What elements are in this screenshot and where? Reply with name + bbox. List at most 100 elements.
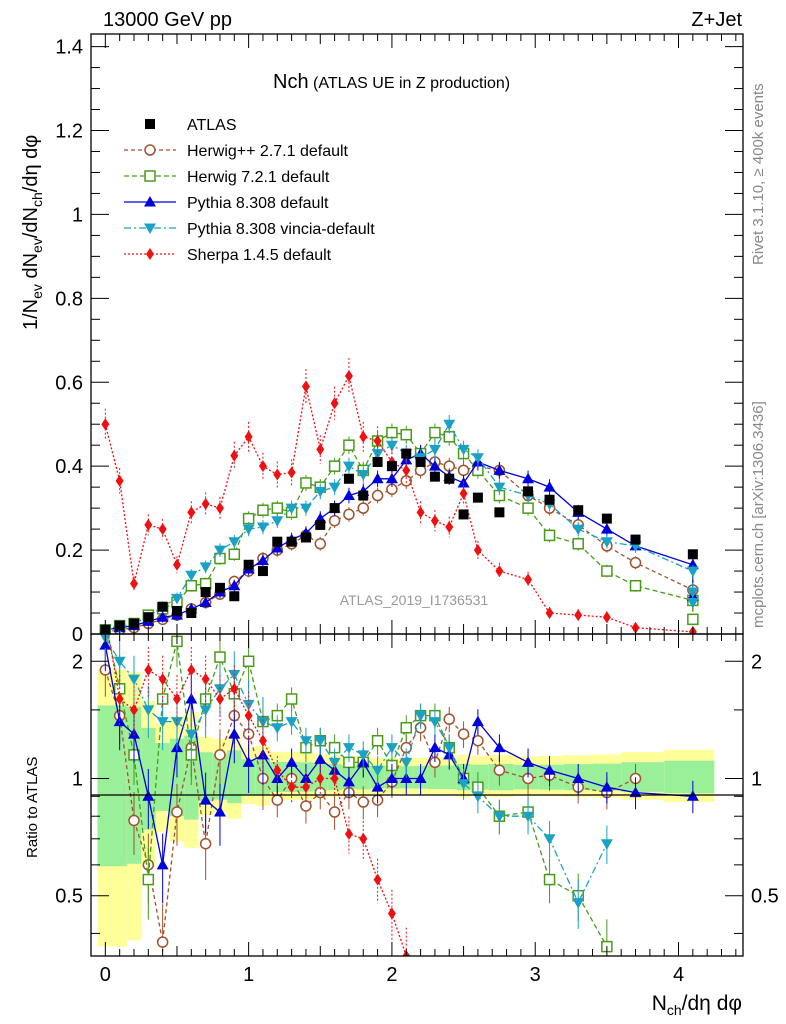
data-point — [686, 566, 699, 578]
data-point — [316, 443, 325, 456]
data-point — [273, 468, 282, 481]
ratio-point — [471, 715, 484, 727]
header-left-label: 13000 GeV pp — [103, 9, 232, 31]
ratio-tick-label: 1 — [72, 768, 83, 790]
y-tick-label: 1 — [72, 204, 83, 226]
ratio-point — [230, 682, 239, 695]
atlas-point — [687, 549, 698, 560]
ratio-series-3 — [99, 634, 613, 929]
atlas-point — [257, 566, 268, 577]
ratio-point — [201, 673, 210, 686]
series-line — [105, 461, 694, 633]
data-point — [602, 611, 611, 624]
data-point — [328, 460, 341, 472]
data-point — [371, 472, 384, 484]
data-point — [495, 565, 504, 578]
data-point — [271, 502, 284, 514]
atlas-point — [401, 448, 412, 459]
ratio-point — [213, 806, 226, 817]
atlas-point — [143, 612, 154, 623]
atlas-point — [286, 536, 297, 547]
legend: ATLAS Herwig++ 2.7.1 default Herwig 7.2.1 … — [124, 117, 375, 264]
ratio-point — [242, 655, 255, 668]
series-4 — [101, 358, 697, 634]
atlas-point — [444, 473, 455, 484]
data-point — [524, 573, 533, 586]
stat-uncertainty-band — [664, 760, 715, 794]
ratio-point — [428, 717, 441, 728]
data-point — [256, 522, 269, 534]
ratio-point — [371, 734, 384, 747]
ratio-point — [113, 656, 126, 668]
y-tick-label: 0.6 — [55, 372, 83, 394]
ratio-point — [156, 717, 169, 728]
data-point — [314, 538, 327, 550]
ratio-point — [543, 834, 556, 845]
ratio-point — [371, 781, 384, 792]
data-point — [187, 506, 196, 519]
data-point — [493, 482, 506, 494]
data-point — [443, 419, 456, 431]
data-point — [228, 537, 241, 548]
ratio-point — [171, 806, 183, 818]
data-point — [314, 486, 327, 498]
ratio-point — [342, 743, 355, 754]
ratio-point — [522, 811, 535, 823]
ratio-point — [128, 814, 140, 827]
data-point — [258, 460, 267, 473]
data-point — [242, 524, 255, 536]
data-point — [300, 477, 312, 489]
ratio-point — [273, 764, 282, 777]
atlas-point — [214, 582, 225, 593]
ratio-point — [214, 651, 226, 663]
stat-uncertainty-band — [97, 705, 113, 867]
x-tick-label: 0 — [100, 964, 111, 986]
data-point — [287, 466, 296, 479]
atlas-point — [372, 456, 383, 467]
ratio-point — [142, 705, 155, 716]
ratio-tick-label: 2 — [72, 651, 83, 673]
data-point — [686, 598, 699, 609]
data-point — [244, 430, 253, 443]
analysis-label: ATLAS_2019_I1736531 — [340, 592, 489, 608]
y-axis-title-top: 1/Nev dNev/dNch/dη dφ — [20, 135, 45, 330]
ratio-point — [387, 907, 396, 920]
ratio-point — [185, 693, 198, 704]
data-point — [101, 418, 110, 431]
legend-marker — [144, 196, 156, 207]
ratio-point — [522, 756, 535, 767]
data-point — [342, 461, 355, 473]
y-tick-label: 0.8 — [55, 288, 83, 310]
legend-marker — [145, 119, 155, 129]
ratio-line — [107, 634, 407, 956]
atlas-point — [243, 559, 254, 570]
data-point — [257, 504, 269, 516]
atlas-point — [315, 519, 326, 530]
data-point — [344, 369, 353, 382]
atlas-point — [458, 509, 469, 520]
atlas-point — [200, 587, 211, 598]
data-point — [301, 380, 310, 393]
data-point — [328, 482, 341, 494]
atlas-point — [343, 473, 354, 484]
data-point — [330, 397, 339, 410]
data-point — [228, 579, 241, 591]
atlas-point — [358, 490, 369, 501]
data-point — [629, 579, 642, 592]
ratio-point — [357, 750, 370, 761]
legend-marker — [146, 248, 154, 260]
legend-label: Herwig++ 2.7.1 default — [187, 143, 349, 160]
data-point — [185, 570, 198, 582]
data-point — [473, 544, 482, 557]
ratio-point — [271, 794, 284, 806]
data-point — [400, 428, 413, 441]
ratio-point — [228, 728, 241, 739]
x-tick-label: 2 — [386, 964, 397, 986]
x-tick-label: 3 — [530, 964, 541, 986]
atlas-point — [114, 620, 125, 631]
stat-uncertainty-band — [621, 762, 665, 792]
data-point — [371, 489, 384, 502]
data-point — [402, 464, 411, 477]
ratio-line — [104, 669, 636, 943]
ratio-point — [299, 736, 312, 747]
